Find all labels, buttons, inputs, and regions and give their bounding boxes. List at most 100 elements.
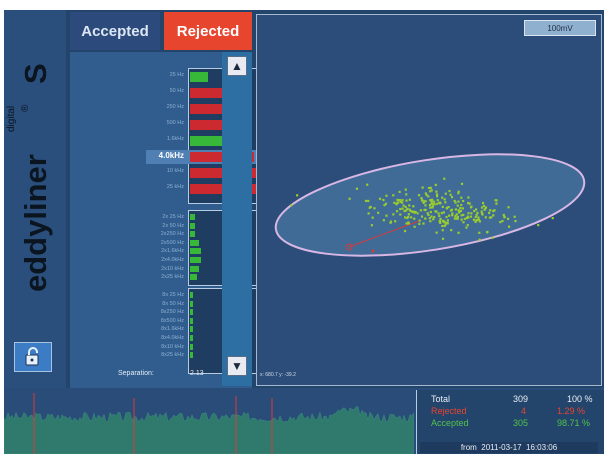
accepted-point — [396, 201, 400, 204]
accepted-point — [488, 216, 492, 219]
frequency-bar — [190, 274, 198, 281]
accepted-point — [406, 207, 409, 211]
separation-label: Separation: — [118, 370, 154, 377]
accepted-point — [422, 200, 425, 203]
accepted-point — [420, 215, 424, 218]
accepted-point — [474, 215, 477, 219]
tab-accepted[interactable]: Accepted — [70, 12, 160, 50]
accepted-point — [401, 207, 404, 210]
accepted-point — [499, 220, 502, 224]
accepted-point — [462, 213, 465, 217]
accepted-point — [507, 206, 510, 209]
scroll-up-button[interactable]: ▲ — [227, 56, 247, 76]
accepted-point — [348, 197, 351, 200]
scroll-column[interactable] — [222, 52, 252, 386]
accepted-point — [355, 187, 359, 190]
brand-subtitle: digital — [6, 106, 17, 132]
accepted-point — [457, 190, 460, 193]
accepted-point — [430, 202, 433, 205]
accepted-point — [425, 193, 428, 197]
accepted-point — [444, 192, 447, 195]
frequency-label: 8x250 Hz — [160, 309, 184, 316]
accepted-point — [495, 199, 498, 202]
stat-total-count: 309 — [513, 394, 529, 404]
accepted-point — [378, 197, 382, 200]
accepted-point — [453, 199, 456, 203]
accepted-point — [403, 209, 406, 213]
tab-rejected[interactable]: Rejected — [164, 12, 252, 50]
accepted-point — [377, 211, 380, 214]
accepted-point — [435, 210, 438, 213]
frequency-label: 25 kHz — [166, 184, 184, 190]
accepted-point — [462, 221, 465, 224]
accepted-point — [412, 205, 415, 208]
accepted-point — [445, 207, 448, 210]
accepted-point — [474, 208, 478, 211]
accepted-point — [481, 213, 484, 216]
accepted-point — [441, 224, 444, 228]
signal-waveform — [3, 388, 415, 455]
separation-value: 2.13 — [190, 370, 204, 377]
frequency-label: 25 Hz — [169, 72, 184, 78]
accepted-point — [395, 210, 399, 213]
accepted-point — [404, 205, 407, 209]
accepted-point — [408, 198, 411, 201]
accepted-point — [480, 206, 484, 209]
accepted-point — [483, 208, 486, 211]
accepted-point — [440, 211, 443, 215]
frequency-label: 2x10 kHz — [161, 265, 184, 272]
accepted-point — [444, 223, 447, 226]
accepted-point — [446, 221, 449, 225]
accepted-point — [424, 200, 427, 203]
accepted-point — [405, 222, 408, 225]
brand-registered: ® — [20, 104, 31, 112]
accepted-point — [445, 215, 448, 219]
accepted-point — [469, 206, 473, 209]
accepted-point — [382, 219, 385, 222]
accepted-point — [398, 190, 401, 193]
accepted-point — [407, 213, 410, 216]
accepted-point — [408, 204, 411, 207]
accepted-point — [424, 192, 427, 195]
impedance-plot[interactable] — [256, 14, 602, 386]
accepted-point — [409, 209, 412, 213]
frequency-bar — [190, 104, 241, 114]
accepted-point — [438, 214, 441, 218]
accepted-point — [468, 202, 471, 205]
frequency-label: 50 Hz — [169, 88, 184, 94]
accepted-point — [467, 196, 470, 199]
accepted-point — [429, 206, 432, 209]
stat-total-pct: 100 % — [567, 394, 593, 404]
cursor-coordinates: x: 680.7 y: -39.2 — [260, 372, 296, 378]
accepted-point — [441, 229, 444, 232]
accepted-point — [443, 177, 446, 180]
accepted-point — [408, 208, 411, 211]
lock-button[interactable] — [14, 342, 52, 372]
accepted-point — [456, 217, 459, 220]
accepted-point — [371, 216, 374, 219]
scale-button[interactable]: 100mV — [524, 20, 596, 36]
accepted-point — [430, 189, 433, 192]
accepted-point — [441, 205, 444, 209]
accepted-point — [401, 201, 404, 204]
frequency-bar — [190, 120, 246, 130]
rejected-point — [345, 243, 353, 251]
accepted-point — [465, 216, 469, 220]
accepted-point — [460, 203, 463, 207]
accepted-point — [439, 217, 442, 220]
accepted-point — [364, 199, 368, 203]
accepted-point — [399, 207, 402, 211]
frequency-label: 8x10 kHz — [161, 343, 184, 350]
accepted-point — [424, 208, 427, 211]
frequency-bar — [190, 222, 195, 229]
accepted-point — [385, 194, 388, 197]
accepted-point — [431, 205, 434, 208]
rejected-point — [371, 249, 375, 253]
signal-vector — [348, 220, 420, 248]
frequency-label: 2x250 Hz — [160, 231, 184, 238]
scroll-down-button[interactable]: ▼ — [227, 356, 247, 376]
frequency-bar — [190, 309, 193, 316]
accepted-point — [429, 190, 432, 193]
frequency-label: 8x 50 Hz — [162, 300, 184, 307]
accepted-point — [467, 216, 470, 219]
